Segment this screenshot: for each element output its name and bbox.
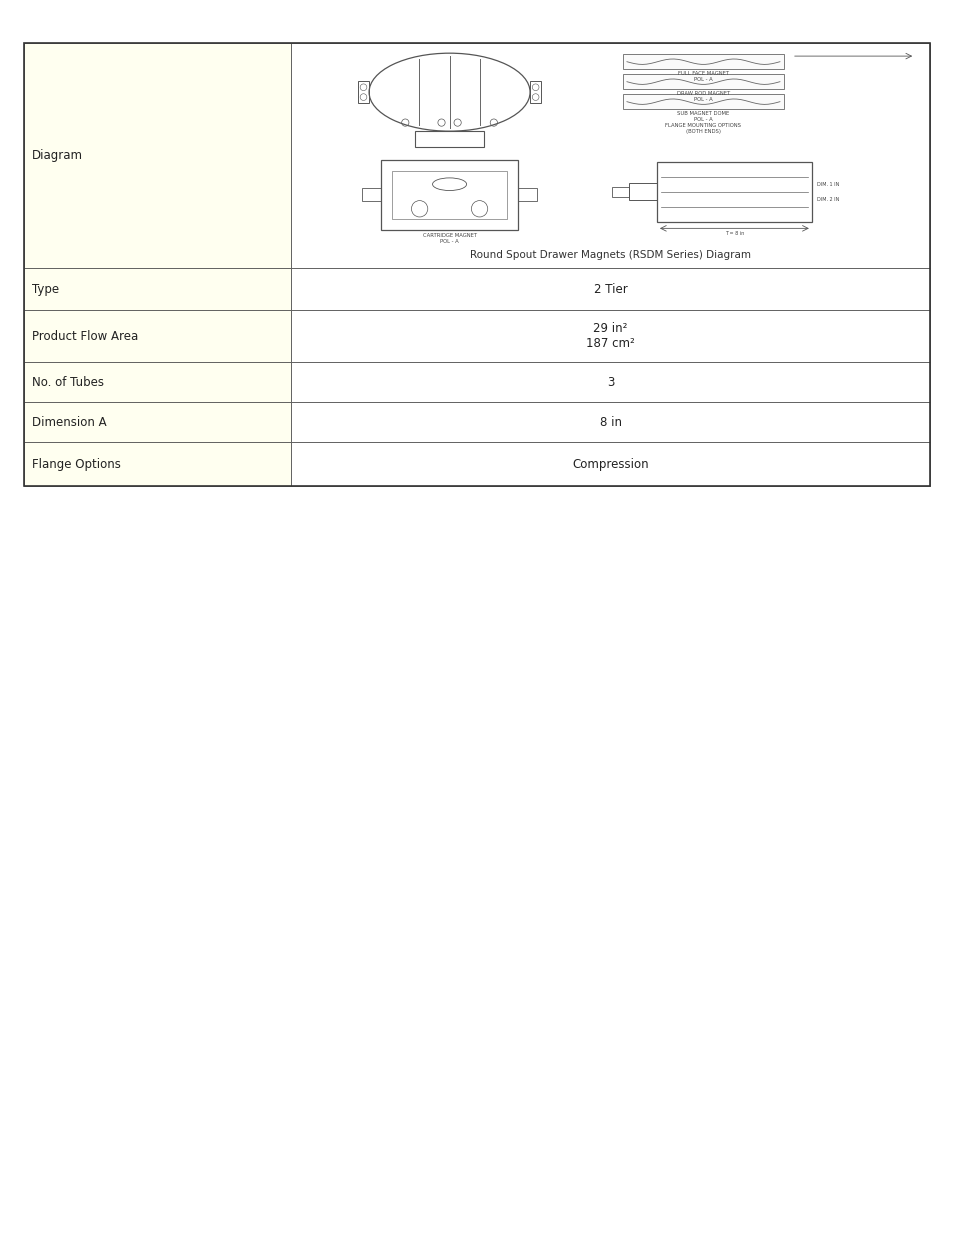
Polygon shape <box>291 268 929 310</box>
Text: Type: Type <box>31 283 59 295</box>
Polygon shape <box>24 268 291 310</box>
Text: CARTRIDGE MAGNET
POL - A: CARTRIDGE MAGNET POL - A <box>422 233 476 243</box>
Text: 8 in: 8 in <box>598 416 621 429</box>
Polygon shape <box>291 362 929 403</box>
Polygon shape <box>622 74 783 89</box>
Text: 2 Tier: 2 Tier <box>593 283 627 295</box>
Text: DRAW ROD MAGNET
POL - A: DRAW ROD MAGNET POL - A <box>676 91 729 103</box>
Text: Compression: Compression <box>572 458 648 471</box>
Text: Dimension A: Dimension A <box>31 416 107 429</box>
Text: Flange Options: Flange Options <box>31 458 121 471</box>
Text: Diagram: Diagram <box>31 149 83 162</box>
Text: DIM. 1 IN: DIM. 1 IN <box>816 182 839 188</box>
Polygon shape <box>24 310 291 362</box>
Text: 29 in²
187 cm²: 29 in² 187 cm² <box>585 322 635 351</box>
Polygon shape <box>291 442 929 487</box>
Text: Product Flow Area: Product Flow Area <box>31 330 138 343</box>
Polygon shape <box>291 403 929 442</box>
Text: FULL FACE MAGNET
POL - A: FULL FACE MAGNET POL - A <box>678 72 728 82</box>
Text: SUB MAGNET DOME
POL - A: SUB MAGNET DOME POL - A <box>677 111 729 122</box>
Text: T = 8 in: T = 8 in <box>724 231 743 236</box>
Polygon shape <box>622 54 783 69</box>
Polygon shape <box>24 403 291 442</box>
Text: DIM. 2 IN: DIM. 2 IN <box>816 196 839 201</box>
Text: Round Spout Drawer Magnets (RSDM Series) Diagram: Round Spout Drawer Magnets (RSDM Series)… <box>470 251 750 261</box>
Polygon shape <box>24 442 291 487</box>
Text: 3: 3 <box>606 375 614 389</box>
Polygon shape <box>291 310 929 362</box>
Text: FLANGE MOUNTING OPTIONS
(BOTH ENDS): FLANGE MOUNTING OPTIONS (BOTH ENDS) <box>665 124 740 135</box>
Polygon shape <box>622 94 783 109</box>
Text: No. of Tubes: No. of Tubes <box>31 375 104 389</box>
Polygon shape <box>291 43 929 268</box>
Polygon shape <box>24 43 291 268</box>
Polygon shape <box>24 362 291 403</box>
